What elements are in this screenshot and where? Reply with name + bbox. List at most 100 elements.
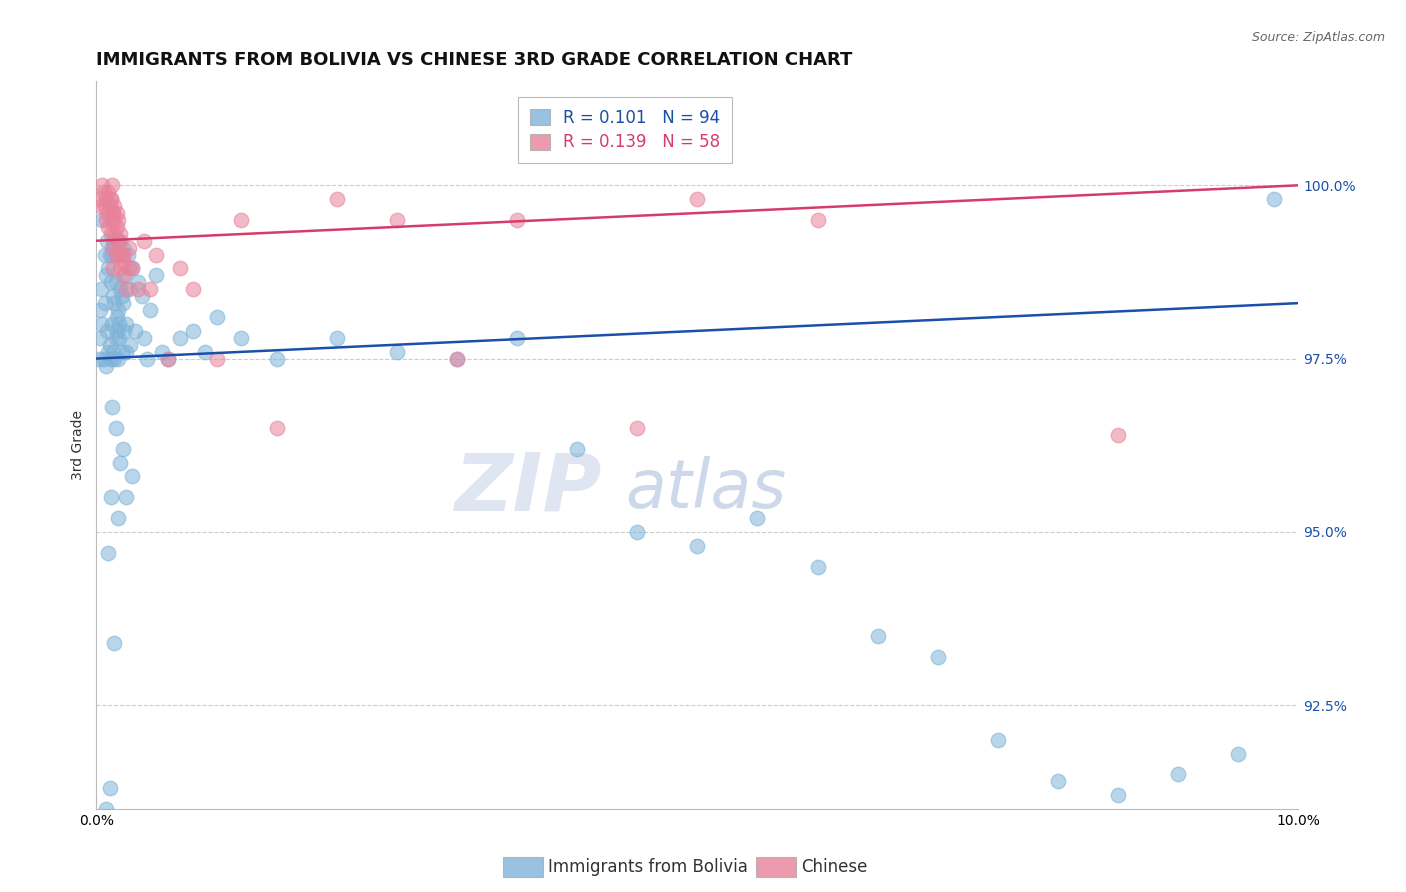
Point bbox=[115, 490, 138, 504]
Y-axis label: 3rd Grade: 3rd Grade bbox=[72, 410, 86, 480]
Point bbox=[131, 289, 153, 303]
Point bbox=[169, 331, 191, 345]
Point bbox=[121, 261, 143, 276]
Point bbox=[152, 344, 174, 359]
Point bbox=[506, 331, 529, 345]
Point bbox=[145, 247, 167, 261]
Point bbox=[114, 268, 136, 283]
Point bbox=[121, 261, 143, 276]
Point bbox=[747, 511, 769, 525]
Point bbox=[101, 344, 124, 359]
Point bbox=[110, 247, 132, 261]
Point bbox=[118, 337, 141, 351]
Point bbox=[103, 227, 125, 241]
Point bbox=[110, 261, 132, 276]
Point bbox=[105, 206, 128, 220]
Point bbox=[101, 206, 124, 220]
Point bbox=[446, 351, 468, 366]
Point bbox=[121, 469, 143, 483]
Point bbox=[89, 331, 111, 345]
Point bbox=[94, 802, 117, 816]
Point bbox=[100, 192, 122, 206]
Point bbox=[110, 227, 132, 241]
Point bbox=[193, 344, 215, 359]
Point bbox=[94, 296, 117, 310]
Point bbox=[806, 213, 828, 227]
Point bbox=[118, 282, 141, 296]
Point bbox=[112, 247, 135, 261]
Point bbox=[118, 261, 141, 276]
Point bbox=[103, 351, 125, 366]
Point bbox=[157, 351, 180, 366]
Point bbox=[385, 344, 408, 359]
Point bbox=[93, 186, 115, 200]
Point bbox=[100, 276, 122, 290]
Point bbox=[127, 282, 149, 296]
Point bbox=[93, 351, 115, 366]
Point bbox=[1227, 747, 1250, 761]
Point bbox=[107, 511, 129, 525]
Point bbox=[103, 213, 125, 227]
Point bbox=[111, 241, 134, 255]
Point bbox=[135, 351, 157, 366]
Point bbox=[100, 351, 122, 366]
Point bbox=[104, 331, 127, 345]
Point bbox=[97, 261, 120, 276]
Point bbox=[107, 213, 129, 227]
Point bbox=[987, 732, 1010, 747]
Point bbox=[124, 324, 146, 338]
Point bbox=[103, 199, 125, 213]
Point bbox=[806, 559, 828, 574]
Point bbox=[101, 206, 124, 220]
Point bbox=[105, 324, 128, 338]
Point bbox=[139, 282, 162, 296]
Point bbox=[89, 303, 111, 318]
Point bbox=[110, 344, 132, 359]
Point bbox=[96, 324, 118, 338]
Point bbox=[101, 289, 124, 303]
Point bbox=[107, 247, 129, 261]
Point bbox=[110, 282, 132, 296]
Point bbox=[446, 351, 468, 366]
Point bbox=[101, 234, 124, 248]
Point bbox=[87, 351, 110, 366]
Point bbox=[111, 268, 134, 283]
Point bbox=[104, 421, 127, 435]
Point bbox=[94, 192, 117, 206]
Point bbox=[101, 178, 124, 193]
Point bbox=[107, 351, 129, 366]
Point bbox=[139, 303, 162, 318]
Point bbox=[97, 546, 120, 560]
Point bbox=[205, 351, 228, 366]
Point bbox=[134, 234, 156, 248]
Point bbox=[112, 324, 135, 338]
Point bbox=[108, 247, 131, 261]
Point bbox=[101, 213, 124, 227]
Point bbox=[98, 337, 121, 351]
Point bbox=[97, 219, 120, 234]
Point bbox=[98, 781, 121, 796]
Point bbox=[115, 282, 138, 296]
Point bbox=[118, 241, 141, 255]
Text: ZIP: ZIP bbox=[454, 450, 602, 528]
Point bbox=[1167, 767, 1189, 781]
Point bbox=[107, 234, 129, 248]
Point bbox=[96, 206, 118, 220]
Point bbox=[111, 254, 134, 268]
Point bbox=[98, 247, 121, 261]
Point bbox=[108, 317, 131, 331]
Point bbox=[101, 261, 124, 276]
Text: Chinese: Chinese bbox=[801, 858, 868, 876]
Point bbox=[103, 296, 125, 310]
Point bbox=[101, 247, 124, 261]
Point bbox=[97, 186, 120, 200]
Point bbox=[1263, 192, 1285, 206]
Point bbox=[94, 268, 117, 283]
Point bbox=[94, 213, 117, 227]
Point bbox=[169, 261, 191, 276]
Point bbox=[94, 199, 117, 213]
Point bbox=[506, 213, 529, 227]
Point bbox=[98, 199, 121, 213]
Point bbox=[686, 192, 709, 206]
Point bbox=[866, 629, 889, 643]
